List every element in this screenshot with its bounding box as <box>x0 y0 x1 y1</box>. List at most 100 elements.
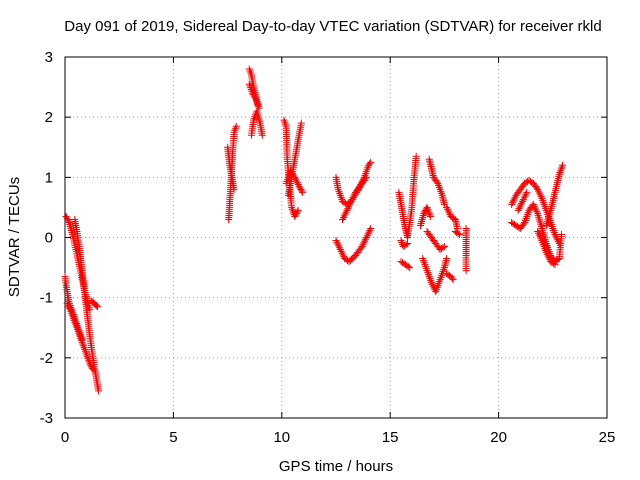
data-point <box>354 187 362 195</box>
data-point <box>345 201 353 209</box>
data-point <box>292 209 300 217</box>
data-point <box>509 197 517 205</box>
data-point <box>553 234 561 242</box>
y-tick-label: -3 <box>40 410 53 427</box>
chart-title: Day 091 of 2019, Sidereal Day-to-day VTE… <box>64 18 601 35</box>
y-tick-label: 0 <box>45 230 53 247</box>
data-point <box>534 229 542 237</box>
data-point <box>84 354 92 362</box>
data-point <box>333 238 341 246</box>
data-point <box>537 193 545 201</box>
data-point <box>443 205 451 213</box>
data-point <box>358 243 366 251</box>
data-point <box>74 327 82 335</box>
data-point <box>537 221 545 229</box>
data-point <box>258 131 266 139</box>
data-point <box>556 169 564 177</box>
data-point <box>86 306 94 314</box>
data-point <box>82 349 90 357</box>
data-point <box>429 282 437 290</box>
data-point <box>427 279 435 287</box>
data-point <box>295 182 303 190</box>
data-point <box>70 317 78 325</box>
data-point <box>444 207 452 215</box>
data-point <box>514 206 522 214</box>
data-point <box>523 188 531 196</box>
y-tick-label: 1 <box>45 169 53 186</box>
data-point <box>74 326 82 334</box>
data-point <box>426 212 434 220</box>
data-point <box>92 302 100 310</box>
data-point <box>537 223 545 231</box>
data-point <box>551 230 559 238</box>
data-point <box>356 183 364 191</box>
data-point <box>443 255 451 263</box>
y-tick-label: -1 <box>40 290 53 307</box>
data-point <box>252 97 260 105</box>
x-tick-label: 0 <box>61 429 69 446</box>
data-point <box>344 205 352 213</box>
data-point <box>78 338 86 346</box>
data-point <box>529 200 537 208</box>
data-points <box>61 65 567 395</box>
data-point <box>252 95 260 103</box>
data-point <box>81 345 89 353</box>
data-point <box>68 311 76 319</box>
data-point <box>537 235 545 243</box>
data-point <box>294 181 302 189</box>
data-point <box>73 324 81 332</box>
data-point <box>87 361 95 369</box>
y-tick-label: -2 <box>40 350 53 367</box>
data-point <box>332 237 340 245</box>
data-point <box>538 224 546 232</box>
data-point <box>462 267 470 275</box>
data-point <box>517 201 525 209</box>
data-point <box>68 309 76 317</box>
data-point <box>81 347 89 355</box>
data-point <box>95 387 103 395</box>
data-point <box>515 205 523 213</box>
data-point <box>366 160 374 168</box>
data-point <box>62 212 70 220</box>
data-point <box>338 249 346 257</box>
data-point <box>443 203 451 211</box>
data-point <box>341 210 349 218</box>
data-point <box>83 351 91 359</box>
data-point <box>230 185 238 193</box>
data-point <box>423 203 431 211</box>
data-point <box>76 331 84 339</box>
data-point <box>77 336 85 344</box>
data-point <box>367 158 375 166</box>
data-point <box>250 116 258 124</box>
data-point <box>254 101 262 109</box>
data-point <box>293 177 301 185</box>
data-point <box>361 237 369 245</box>
data-point <box>534 187 542 195</box>
data-point <box>531 204 539 212</box>
x-tick-label: 20 <box>490 429 507 446</box>
data-point <box>77 335 85 343</box>
data-point <box>71 318 79 326</box>
data-point <box>337 247 345 255</box>
data-point <box>232 122 240 130</box>
data-point <box>366 226 374 234</box>
data-point <box>70 315 78 323</box>
data-point <box>448 274 456 282</box>
data-point <box>293 208 301 216</box>
data-point <box>426 211 434 219</box>
data-point <box>350 192 358 200</box>
data-point <box>449 276 457 284</box>
data-point <box>551 261 559 269</box>
data-point <box>334 240 342 248</box>
data-point <box>510 195 518 203</box>
data-point <box>86 360 94 368</box>
data-point <box>247 84 255 92</box>
data-point <box>298 188 306 196</box>
data-point <box>558 163 566 171</box>
data-point <box>64 301 72 309</box>
data-point <box>248 87 256 95</box>
data-point <box>424 205 432 213</box>
data-point <box>293 179 301 187</box>
data-point <box>75 329 83 337</box>
